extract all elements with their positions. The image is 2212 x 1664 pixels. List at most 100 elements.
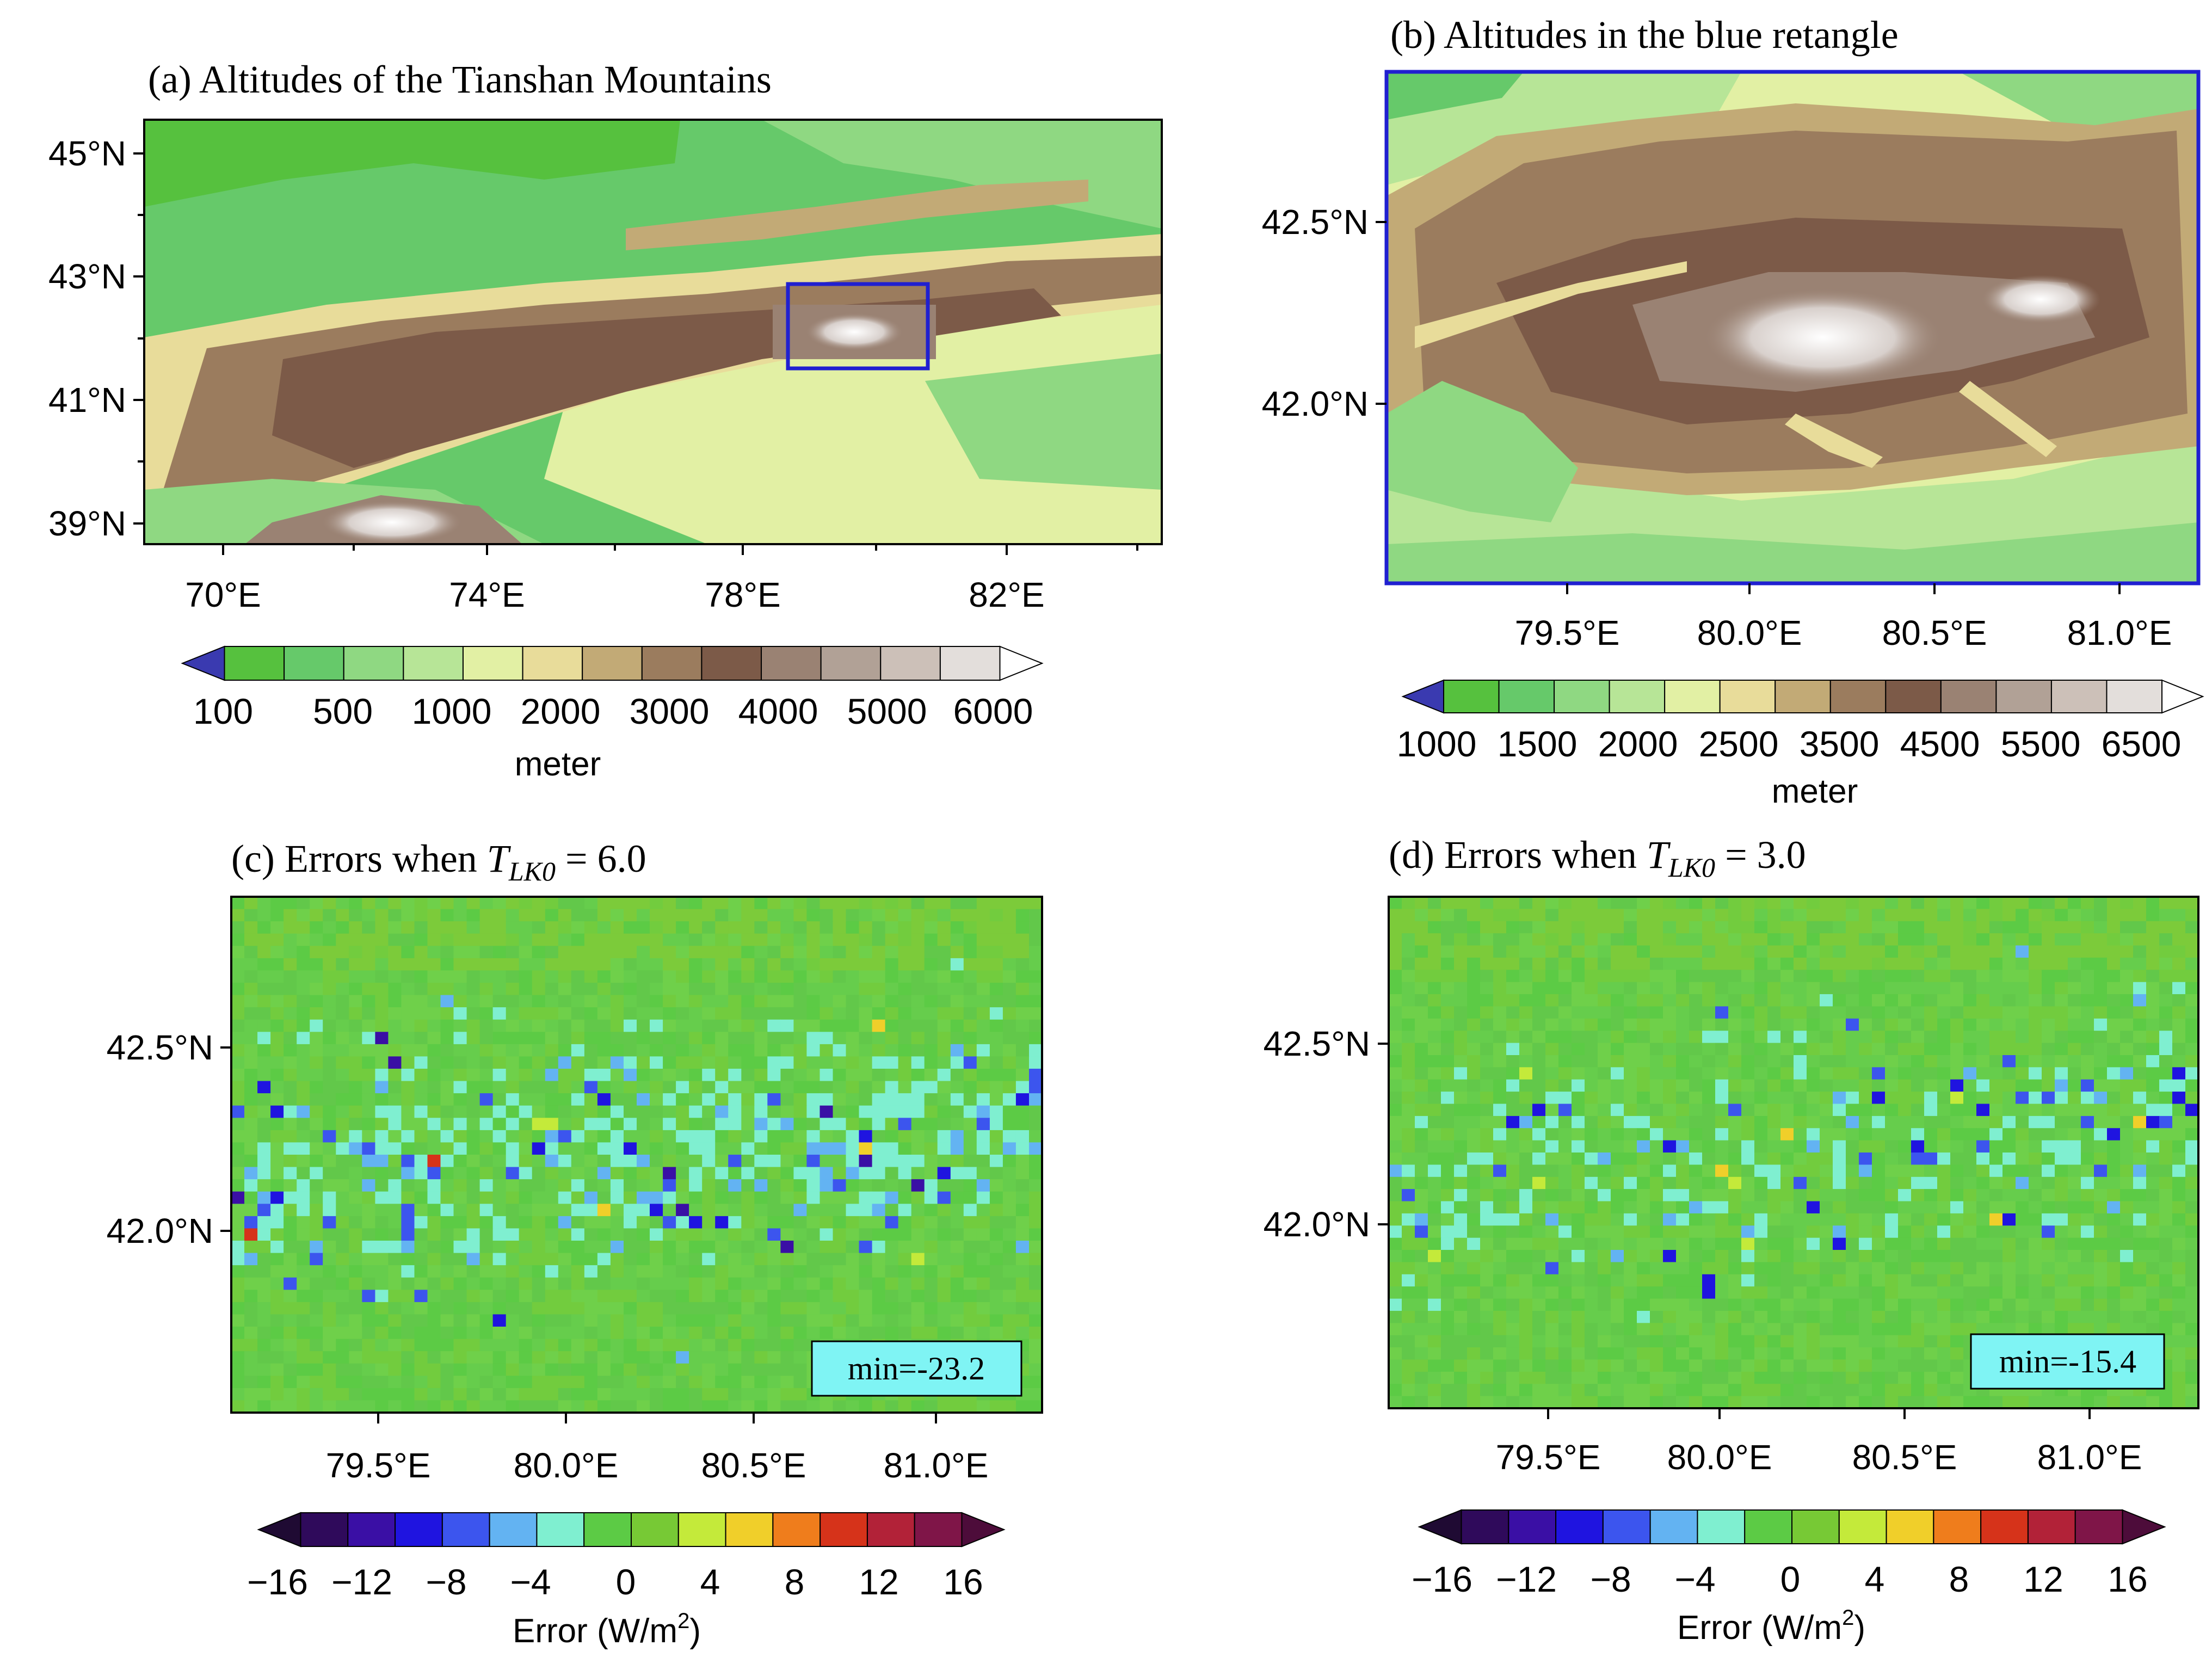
panel-d-grid-cell bbox=[2068, 1237, 2081, 1250]
panel-c-grid-cell bbox=[898, 909, 912, 922]
panel-c-grid-cell bbox=[584, 946, 598, 959]
panel-a-colorbar bbox=[181, 645, 1044, 681]
panel-d-grid-cell bbox=[1493, 1225, 1507, 1238]
panel-d-grid-cell bbox=[1676, 970, 1690, 983]
panel-c-grid-cell bbox=[545, 1253, 559, 1266]
panel-c-grid-cell bbox=[741, 1290, 755, 1303]
panel-d-grid-cell bbox=[2029, 1153, 2042, 1165]
panel-d-grid-cell bbox=[1663, 1104, 1677, 1117]
panel-c-grid-cell bbox=[597, 958, 611, 971]
panel-d-grid-cell bbox=[2107, 1262, 2121, 1275]
panel-d-grid-cell bbox=[1689, 1164, 1703, 1178]
panel-d-grid-cell bbox=[1767, 921, 1781, 934]
panel-c-grid-cell bbox=[584, 1130, 598, 1143]
panel-c-grid-cell bbox=[741, 1400, 755, 1413]
panel-c-grid-cell bbox=[323, 946, 336, 959]
panel-d-grid-cell bbox=[2016, 1262, 2029, 1275]
panel-c-grid-cell bbox=[1002, 1155, 1016, 1168]
panel-c-grid-cell bbox=[859, 1204, 873, 1217]
panel-d-grid-cell bbox=[1428, 1140, 1441, 1153]
panel-c-grid-cell bbox=[571, 909, 585, 922]
panel-c-grid-cell bbox=[323, 970, 336, 983]
panel-c-grid-cell bbox=[637, 1032, 650, 1045]
panel-c-grid-cell bbox=[859, 1130, 873, 1143]
panel-c-grid-cell bbox=[741, 1142, 755, 1155]
panel-d-grid-cell bbox=[1585, 970, 1598, 983]
panel-d-grid-cell bbox=[1402, 957, 1415, 970]
panel-d-grid-cell bbox=[1780, 1055, 1794, 1068]
panel-c-grid-cell bbox=[624, 1007, 637, 1020]
panel-c-grid-cell bbox=[284, 933, 297, 946]
panel-d-grid-cell bbox=[1480, 921, 1494, 934]
panel-d-grid-cell bbox=[1728, 1043, 1742, 1056]
panel-a-colorbar-swatch bbox=[284, 646, 344, 681]
panel-c-grid-cell bbox=[597, 1019, 611, 1032]
panel-c-grid-cell bbox=[270, 1388, 284, 1401]
panel-c-grid-cell bbox=[767, 1118, 781, 1131]
panel-c-grid-cell bbox=[846, 1204, 860, 1217]
panel-d-grid-cell bbox=[1611, 1311, 1624, 1323]
panel-c-grid-cell bbox=[806, 1044, 820, 1057]
panel-c-grid-cell bbox=[624, 1105, 637, 1118]
panel-c-grid-cell bbox=[793, 1155, 807, 1168]
panel-d-grid-cell bbox=[1545, 1286, 1559, 1299]
panel-c-grid-cell bbox=[989, 1314, 1003, 1327]
panel-d-grid-cell bbox=[1754, 970, 1768, 983]
panel-c-grid-cell bbox=[898, 1290, 912, 1303]
panel-c-grid-cell bbox=[492, 1019, 507, 1032]
panel-c-grid-cell bbox=[911, 1069, 925, 1082]
panel-c-grid-cell bbox=[885, 1130, 899, 1143]
panel-d-grid-cell bbox=[1454, 1176, 1468, 1190]
panel-c-grid-cell bbox=[872, 897, 886, 910]
panel-c-grid-cell bbox=[401, 1081, 415, 1094]
panel-c-grid-cell bbox=[492, 1265, 507, 1278]
panel-c-grid-cell bbox=[545, 1265, 559, 1278]
panel-c-grid-cell bbox=[793, 1093, 807, 1106]
panel-c-grid-cell bbox=[676, 921, 689, 934]
panel-c-grid-cell bbox=[506, 1277, 520, 1290]
panel-d-grid-cell bbox=[1637, 982, 1650, 995]
panel-c-grid-cell bbox=[872, 1081, 886, 1094]
panel-c-grid-cell bbox=[323, 995, 336, 1008]
panel-d-grid-cell bbox=[2172, 1164, 2186, 1178]
panel-c-grid-cell bbox=[479, 1339, 494, 1352]
panel-d-grid-cell bbox=[1611, 1055, 1624, 1068]
panel-d-grid-cell bbox=[2172, 1298, 2186, 1311]
panel-d-grid-cell bbox=[1676, 909, 1690, 922]
panel-d-grid-cell bbox=[1389, 1079, 1402, 1092]
panel-c-grid-cell bbox=[833, 1130, 847, 1143]
panel-d-grid-cell bbox=[1572, 1104, 1585, 1117]
panel-b-colorbar-swatch bbox=[1609, 680, 1666, 713]
panel-c-grid-cell bbox=[976, 1191, 990, 1204]
panel-d-grid-cell bbox=[1741, 1006, 1755, 1019]
panel-c-grid-cell bbox=[898, 1007, 912, 1020]
panel-c-grid-cell bbox=[310, 1007, 323, 1020]
panel-d-grid-cell bbox=[1780, 1031, 1794, 1044]
panel-d-grid-cell bbox=[1689, 1153, 1703, 1165]
panel-c-grid-cell bbox=[806, 1007, 820, 1020]
panel-c-grid-cell bbox=[650, 970, 663, 983]
panel-c-grid-cell bbox=[898, 1253, 912, 1266]
panel-d-grid-cell bbox=[1767, 1189, 1781, 1202]
panel-d-grid-cell bbox=[1585, 1213, 1598, 1226]
panel-d-grid-cell bbox=[1493, 1189, 1507, 1202]
panel-c-grid-cell bbox=[820, 995, 834, 1008]
panel-c-grid-cell bbox=[466, 1228, 480, 1241]
panel-c-grid-cell bbox=[388, 1241, 402, 1254]
panel-c-grid-cell bbox=[297, 1142, 310, 1155]
panel-d-grid-cell bbox=[1911, 970, 1925, 983]
panel-c-grid-cell bbox=[806, 1314, 820, 1327]
panel-c-grid-cell bbox=[702, 983, 716, 996]
panel-c-grid-cell bbox=[754, 983, 768, 996]
panel-c-grid-cell bbox=[584, 1032, 598, 1045]
panel-b-colorbar-swatch bbox=[1940, 680, 1997, 713]
panel-c-grid-cell bbox=[231, 1388, 245, 1401]
panel-c-grid-cell bbox=[297, 1179, 310, 1192]
panel-d-grid-cell bbox=[1532, 1213, 1546, 1226]
panel-d-grid-cell bbox=[1650, 1298, 1663, 1311]
panel-c-grid-cell bbox=[937, 1044, 951, 1057]
panel-d-grid-cell bbox=[1637, 1176, 1650, 1190]
panel-c-grid-cell bbox=[597, 1339, 611, 1352]
panel-d-grid-cell bbox=[1715, 1116, 1729, 1129]
panel-d-grid-cell bbox=[1898, 945, 1912, 958]
